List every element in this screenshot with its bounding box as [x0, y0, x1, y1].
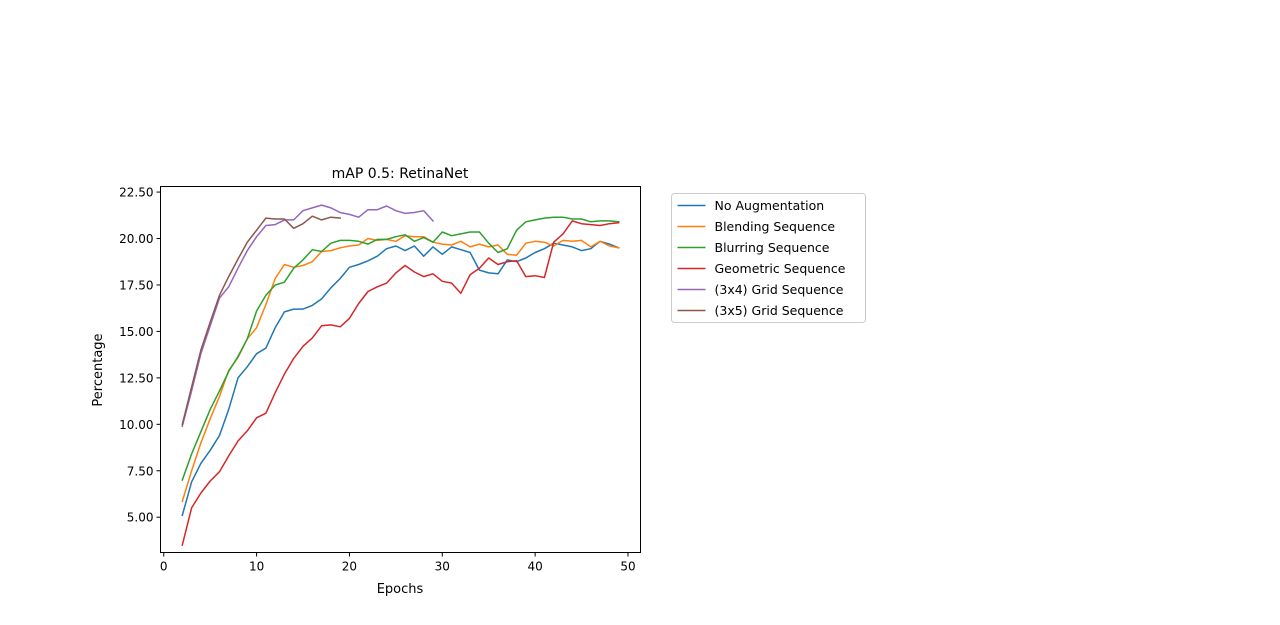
series-line-geometric-sequence — [181, 220, 620, 547]
x-axis-label: Epochs — [377, 582, 424, 597]
y-tick-label: 10.00 — [119, 418, 153, 432]
x-tick-label: 10 — [249, 560, 264, 574]
plot-frame — [160, 186, 641, 553]
y-tick-label: 20.00 — [119, 232, 153, 246]
legend-box — [671, 193, 866, 323]
series-line-blurring-sequence — [181, 216, 620, 481]
legend-label: Blurring Sequence — [715, 240, 830, 255]
legend-label: (3x5) Grid Sequence — [715, 303, 844, 318]
y-axis-label: Percentage — [91, 333, 106, 406]
x-tick-label: 0 — [160, 560, 168, 574]
legend-label: Geometric Sequence — [715, 261, 846, 276]
y-tick-label: 15.00 — [119, 325, 153, 339]
legend-label: No Augmentation — [715, 198, 825, 213]
plot-area — [181, 204, 620, 547]
y-tick-label: 22.50 — [119, 186, 153, 200]
x-tick-label: 20 — [342, 560, 357, 574]
series-line-no-augmentation — [181, 240, 620, 517]
legend-label: Blending Sequence — [715, 219, 836, 234]
y-tick-label: 12.50 — [119, 371, 153, 385]
legend-label: (3x4) Grid Sequence — [715, 282, 844, 297]
x-tick-label: 30 — [435, 560, 450, 574]
y-tick-label: 17.50 — [119, 278, 153, 292]
x-tick-label: 40 — [527, 560, 542, 574]
y-axis: 5.00 7.50 10.00 12.50 15.00 17.50 20.00 22.50 — [119, 186, 161, 525]
series-line-blending-sequence — [181, 234, 620, 503]
y-tick-label: 5.00 — [127, 511, 154, 525]
x-axis: 0 10 20 30 40 50 — [160, 552, 636, 574]
y-tick-label: 7.50 — [127, 464, 154, 478]
series-line-3x5-grid-sequence — [181, 215, 342, 426]
legend: No Augmentation Blending Sequence Blurring… — [671, 193, 866, 323]
chart-title: mAP 0.5: RetinaNet — [332, 166, 469, 182]
series-line-3x4-grid-sequence — [181, 204, 435, 428]
x-tick-label: 50 — [620, 560, 635, 574]
